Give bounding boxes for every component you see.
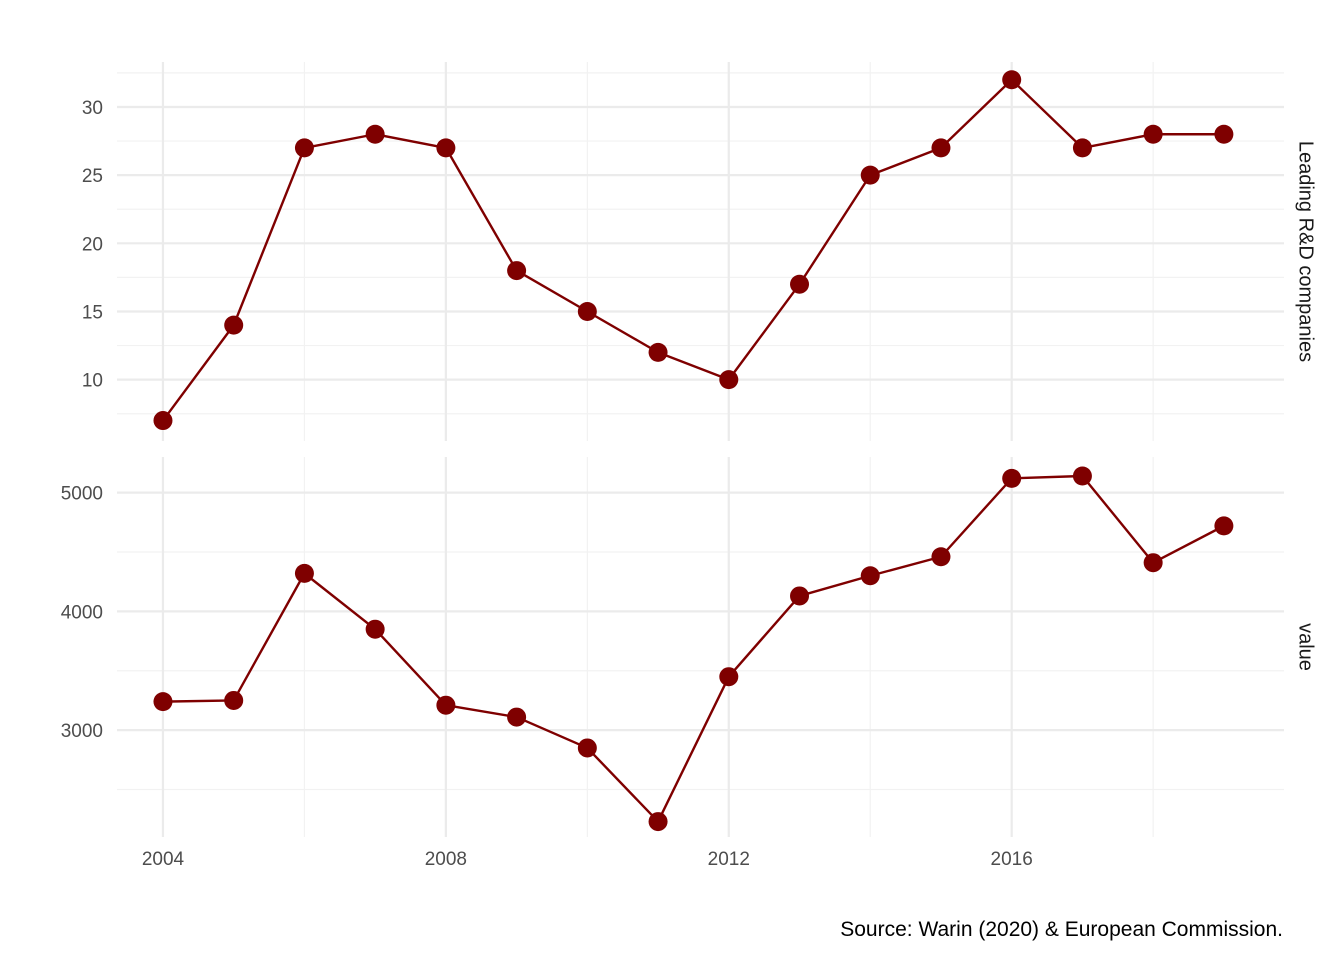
data-point <box>507 707 527 727</box>
source-caption: Source: Warin (2020) & European Commissi… <box>840 918 1283 941</box>
data-point <box>294 138 314 158</box>
data-point <box>1214 516 1234 536</box>
y-tick-label: 30 <box>82 98 103 119</box>
data-point <box>1143 553 1163 573</box>
data-point <box>1002 468 1022 488</box>
x-axis: 2004 2008 2012 2016 <box>142 849 1033 870</box>
data-point <box>436 695 456 715</box>
facet-strip-label: Leading R&D companies <box>1295 141 1317 362</box>
data-point <box>224 690 244 710</box>
series-line <box>162 474 1225 823</box>
data-point <box>860 566 880 586</box>
data-point <box>1143 124 1163 144</box>
y-tick-label: 10 <box>82 371 103 392</box>
y-tick-label: 20 <box>82 234 103 255</box>
series-line <box>162 78 1224 422</box>
data-point <box>931 547 951 567</box>
data-point <box>224 315 244 335</box>
data-point <box>1072 138 1092 158</box>
data-point <box>648 812 668 832</box>
data-point <box>860 165 880 185</box>
y-tick-label: 3000 <box>61 721 103 742</box>
facet-strip-label: value <box>1295 623 1317 671</box>
panel-value: 3000 4000 5000 value <box>61 457 1317 837</box>
data-point <box>719 370 739 390</box>
data-point <box>1002 70 1022 90</box>
data-point <box>294 563 314 583</box>
x-tick-label: 2004 <box>142 849 185 870</box>
x-tick-label: 2008 <box>425 849 467 870</box>
y-tick-label: 25 <box>82 166 103 187</box>
y-tick-label: 4000 <box>61 602 103 623</box>
data-point <box>577 301 597 321</box>
data-point <box>790 586 810 606</box>
panel-leading-rd-companies: 10 15 20 25 30 Leading R&D companies <box>82 62 1317 441</box>
data-point <box>507 261 527 281</box>
x-tick-label: 2016 <box>991 849 1033 870</box>
data-point <box>1214 124 1234 144</box>
y-tick-label: 15 <box>82 302 103 323</box>
data-point <box>365 124 385 144</box>
data-point <box>790 274 810 294</box>
data-point <box>153 411 173 431</box>
x-tick-label: 2012 <box>708 849 750 870</box>
data-point <box>1072 466 1092 486</box>
data-point <box>931 138 951 158</box>
data-point <box>577 738 597 758</box>
y-tick-label: 5000 <box>61 484 103 505</box>
data-point <box>719 667 739 687</box>
data-point <box>436 138 456 158</box>
data-point <box>648 342 668 362</box>
data-point <box>153 692 173 712</box>
data-point <box>365 619 385 639</box>
